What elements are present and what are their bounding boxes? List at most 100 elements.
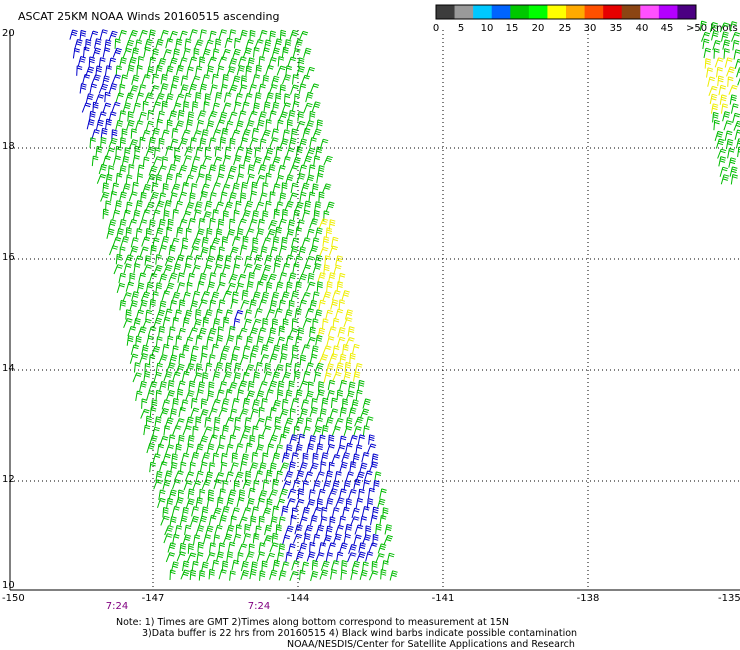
wind-barb [245,65,252,76]
wind-barb [306,443,315,454]
wind-barb [721,31,729,42]
wind-barb [258,462,267,473]
wind-barb [158,489,166,500]
wind-barb [172,398,179,409]
wind-barb [235,524,242,535]
wind-barb [175,443,182,455]
wind-barb [98,83,109,94]
wind-barb [155,200,165,211]
wind-barb [311,183,319,194]
wind-barb [154,416,162,427]
wind-barb [715,138,725,149]
wind-barb [296,65,305,77]
wind-barb [254,308,263,319]
wind-barb [141,236,151,247]
legend-swatch [677,5,697,19]
wind-barb [291,507,298,518]
wind-barb [250,408,259,419]
wind-barb [313,210,320,221]
note-line-1: Note: 1) Times are GMT 2)Times along bot… [116,617,509,628]
wind-barb [274,364,284,375]
wind-barb [158,273,168,284]
wind-barb [298,30,309,41]
wind-barb [171,453,178,464]
wind-barb [170,462,178,473]
legend-swatch [528,5,548,19]
wind-barb [145,309,153,321]
wind-barb [246,336,253,347]
wind-barb [726,66,736,77]
wind-barb [303,200,312,212]
wind-barb [255,417,265,428]
wind-barb [206,227,213,239]
wind-barb [326,336,335,347]
wind-barb [292,48,301,59]
wind-barb [145,146,155,157]
wind-barb [344,361,352,373]
wind-barb [213,479,223,490]
wind-barb [734,58,740,69]
wind-barb [358,542,366,553]
wind-barb [711,30,719,41]
wind-barb [356,551,366,562]
wind-barb [239,408,249,419]
wind-barb [347,326,355,337]
wind-barb [719,22,730,33]
wind-barb [251,452,259,463]
wind-barb [201,74,210,85]
wind-barb [130,128,138,139]
wind-barb [111,129,118,140]
note-line-2: 3)Data buffer is 22 hrs from 20160515 4)… [142,628,577,639]
wind-barb [158,137,165,149]
wind-barb [222,290,232,301]
wind-barb [159,461,168,472]
wind-barb [210,237,221,248]
wind-barb [232,426,241,437]
wind-barb [209,272,217,283]
wind-barb [258,542,266,553]
wind-barb [113,264,123,275]
wind-barb [284,309,293,320]
wind-barb [152,101,162,112]
wind-barb [265,469,273,481]
wind-barb [305,362,314,373]
wind-barb [195,335,203,346]
legend-swatch [621,5,641,19]
wind-barb [135,228,143,239]
wind-barb [105,200,112,211]
wind-barb [208,408,218,419]
wind-barb [193,48,200,59]
wind-barb [353,371,361,382]
wind-barb [318,381,325,392]
wind-barb [333,533,342,544]
wind-barb [178,218,188,229]
legend-swatch [436,5,455,19]
wind-barb [147,326,157,337]
wind-barb [121,155,130,167]
wind-barb [332,317,340,329]
wind-barb [212,209,219,220]
overpass-time-label: 7:24 [106,601,128,612]
wind-barb [206,336,214,347]
wind-barb [288,461,296,472]
wind-barb [133,102,141,113]
wind-barb [225,471,234,482]
wind-barb [309,110,316,122]
wind-barb [236,228,244,239]
wind-barb [264,362,272,374]
wind-barb [272,344,281,356]
wind-barb [357,434,366,445]
wind-barb [224,255,232,266]
wind-barb [91,155,99,167]
wind-barb [730,174,738,185]
wind-barb [153,317,162,328]
wind-barb [291,344,299,356]
wind-barb [186,281,193,293]
wind-barb [312,263,322,274]
wind-barb [79,29,87,41]
wind-barb [238,164,245,175]
wind-barb [308,245,319,256]
wind-barb [261,129,271,140]
wind-barb [105,173,113,185]
wind-barb [215,362,224,373]
